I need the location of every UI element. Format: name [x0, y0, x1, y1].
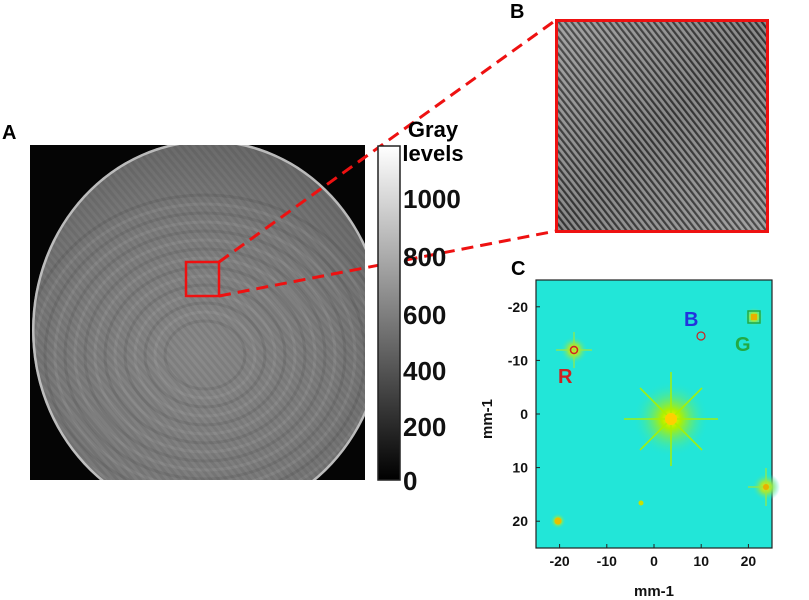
lower-right-peak	[748, 468, 780, 506]
interferogram-image	[30, 145, 365, 480]
spectrum-ylabel: mm-1	[479, 399, 496, 439]
r-peak	[556, 332, 592, 368]
lower-left-peak	[550, 513, 566, 529]
colorbar-tick-1000: 1000	[403, 184, 461, 214]
y-tick-label: 20	[512, 513, 528, 529]
zoom-region-box	[184, 260, 221, 298]
g-label: G	[735, 334, 751, 356]
x-tick-label: -10	[597, 553, 617, 569]
y-tick-label: -10	[508, 352, 528, 368]
panel-a-letter: A	[2, 122, 17, 144]
gray-colorbar	[377, 145, 401, 481]
x-tick-label: 0	[650, 553, 658, 569]
colorbar-title: Gray levels	[398, 118, 468, 166]
colorbar-title-line1: Gray	[407, 117, 459, 142]
colorbar-tick-600: 600	[403, 300, 447, 330]
panel-b-letter: B	[510, 1, 525, 23]
panel-c-letter: C	[511, 258, 526, 280]
fourier-spectrum-plot: R B G -20 -10 0 10 20 -20 -10 0 10 20 mm-1 mm-1	[479, 279, 780, 600]
x-tick-label: 10	[693, 553, 709, 569]
zoomed-fringe-image	[555, 19, 769, 233]
y-tick-label: 0	[520, 406, 528, 422]
b-label: B	[684, 309, 698, 331]
g-peak	[744, 307, 764, 327]
spectrum-xlabel: mm-1	[634, 583, 674, 600]
y-tick-label: -20	[508, 299, 528, 315]
x-tick-label: -20	[549, 553, 569, 569]
colorbar-tick-800: 800	[403, 242, 447, 272]
x-tick-label: 20	[741, 553, 757, 569]
y-tick-label: 10	[512, 460, 528, 476]
lower-mid-spot	[638, 500, 644, 506]
colorbar-tick-200: 200	[403, 412, 447, 442]
b-peak	[696, 331, 706, 341]
dc-peak	[624, 372, 718, 466]
colorbar-tick-400: 400	[403, 356, 447, 386]
colorbar-title-line2: levels	[402, 141, 464, 166]
colorbar-tick-0: 0	[403, 466, 418, 496]
r-label: R	[558, 366, 573, 388]
spectrum-axes: -20 -10 0 10 20 -20 -10 0 10 20	[508, 299, 757, 569]
